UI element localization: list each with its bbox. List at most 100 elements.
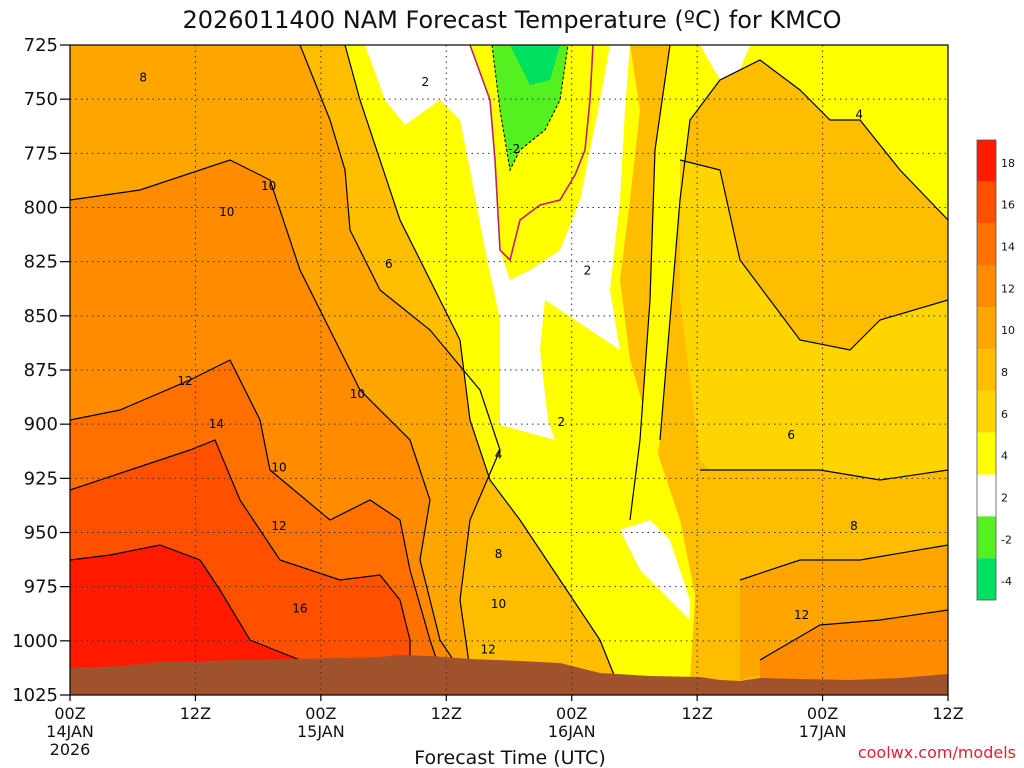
band-2-4-east: [630, 45, 948, 520]
contour-label: 2: [422, 75, 430, 89]
contour-lines: [70, 45, 948, 691]
colorbar-swatch: [977, 307, 996, 350]
colorbar-tick-label: 8: [1001, 366, 1008, 379]
contour-label: 12: [480, 643, 495, 657]
contour-label: 8: [495, 547, 503, 561]
x-tick-label-time: 12Z: [681, 704, 712, 723]
y-tick-label: 750: [24, 89, 58, 110]
x-tick-label-time: 12Z: [431, 704, 462, 723]
contour-label: 8: [850, 519, 858, 533]
band-10-12-east: [760, 610, 948, 690]
contour-line: [629, 45, 671, 521]
colorbar-tick-label: 6: [1001, 408, 1008, 421]
y-tick-label: 725: [24, 35, 58, 56]
zero-isotherm-line: [469, 45, 594, 262]
colorbar-tick-label: 18: [1001, 157, 1015, 170]
credit-link[interactable]: coolwx.com/models: [858, 743, 1016, 762]
x-tick-label-time: 00Z: [54, 704, 85, 723]
contour-label: 12: [271, 519, 286, 533]
contour-label: 10: [350, 387, 365, 401]
colorbar-tick-label: -2: [1001, 533, 1012, 546]
contour-label: 8: [139, 71, 147, 85]
contour-label: 10: [271, 461, 286, 475]
contour-label: 16: [292, 601, 307, 615]
colorbar-swatch: [977, 390, 996, 433]
band-minus6-minus4: [510, 45, 560, 85]
colorbar-tick-label: 10: [1001, 324, 1015, 337]
y-tick-label: 1000: [12, 631, 58, 652]
contour-label: 14: [209, 417, 224, 431]
band-4-6-east: [680, 160, 948, 480]
y-tick-label: 825: [24, 252, 58, 273]
minus2-contour-line: [491, 45, 569, 172]
colorbar-tick-label: 12: [1001, 282, 1015, 295]
contour-label: 10: [219, 205, 234, 219]
contour-line: [739, 544, 948, 581]
colorbar: 18 16 14 12 10 8 6 4 2 -2 -4: [976, 139, 1015, 601]
band-minus2-2-pocket: [620, 520, 690, 620]
colorbar-swatch: [977, 181, 996, 224]
contour-line: [659, 59, 948, 441]
contour-label: 10: [491, 597, 506, 611]
y-tick-label: 925: [24, 468, 58, 489]
y-axis-ticks: 725 750 775 800 825 850 875 900 925 950 975 1000 102…: [12, 35, 70, 706]
colorbar-tick-label: 4: [1001, 450, 1008, 463]
colorbar-swatch: [977, 558, 996, 600]
y-tick-label: 1025: [12, 685, 58, 706]
x-tick-label-time: 00Z: [305, 704, 336, 723]
contour-line: [679, 159, 948, 351]
contour-label: 6: [787, 428, 795, 442]
x-tick-label-date: 15JAN: [297, 722, 345, 741]
x-axis-label: Forecast Time (UTC): [414, 747, 605, 768]
contour-label: 6: [385, 257, 393, 271]
contour-line: [70, 359, 441, 671]
colorbar-swatch: [977, 516, 996, 559]
colorbar-tick-label: 16: [1001, 199, 1015, 212]
colorbar-swatch: [977, 223, 996, 266]
contour-line: [70, 159, 461, 671]
colorbar-swatch: [977, 474, 996, 517]
y-tick-label: 900: [24, 414, 58, 435]
terrain-surface: [70, 655, 948, 695]
x-tick-label-time: 00Z: [807, 704, 838, 723]
x-tick-label-time: 12Z: [180, 704, 211, 723]
contour-line: [70, 544, 321, 671]
chart-title: 2026011400 NAM Forecast Temperature (ºC)…: [182, 6, 841, 34]
y-tick-label: 800: [24, 198, 58, 219]
x-tick-label-time: 00Z: [556, 704, 587, 723]
contour-line: [344, 45, 621, 691]
contour-label: 4: [495, 448, 503, 462]
y-tick-label: 850: [24, 306, 58, 327]
contour-label: 4: [855, 107, 863, 121]
x-tick-label-date: 16JAN: [548, 722, 596, 741]
colorbar-tick-label: 14: [1001, 241, 1015, 254]
contour-line: [759, 609, 948, 661]
y-tick-label: 775: [24, 143, 58, 164]
contour-line: [70, 439, 411, 670]
contour-label: 10: [261, 179, 276, 193]
contour-labels: 8 10 10 6 2 -2 2 2 4 12 14 10 10 4 6 12 8 8 16 10 12 12: [139, 71, 863, 657]
colorbar-tick-label: -4: [1001, 575, 1012, 588]
x-tick-label-time: 12Z: [932, 704, 963, 723]
contour-label: 12: [794, 608, 809, 622]
y-tick-label: 975: [24, 577, 58, 598]
colorbar-swatch: [977, 349, 996, 391]
colorbar-frame: [976, 139, 997, 601]
y-tick-label: 875: [24, 360, 58, 381]
colorbar-swatch: [977, 140, 996, 182]
contour-label: -2: [508, 142, 520, 156]
band-minus2-2: [365, 45, 630, 440]
x-tick-label-date: 17JAN: [799, 722, 847, 741]
band-6-8-east: [690, 470, 948, 680]
colorbar-swatch: [977, 265, 996, 308]
x-tick-label-date: 14JAN: [46, 722, 94, 741]
colorbar-tick-label: 2: [1001, 491, 1008, 504]
contour-label: 2: [584, 263, 592, 277]
contour-label: 12: [177, 374, 192, 388]
contour-label: 2: [557, 415, 565, 429]
y-tick-label: 950: [24, 523, 58, 544]
x-tick-label-year: 2026: [50, 740, 91, 759]
colorbar-swatch: [977, 432, 996, 475]
